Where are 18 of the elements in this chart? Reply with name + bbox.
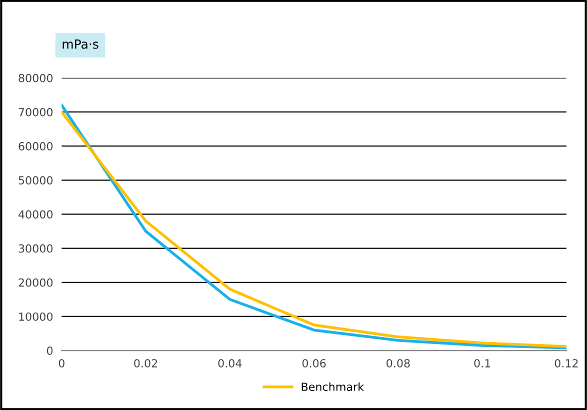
y-tick-label: 60000 <box>18 142 53 150</box>
x-tick-label: 0.06 <box>302 359 326 368</box>
y-tick-label: 70000 <box>18 108 53 116</box>
y-axis-title: mPa·s <box>62 40 98 49</box>
x-tick-label: 0.1 <box>474 359 490 368</box>
y-tick-label: 20000 <box>18 278 53 287</box>
y-tick-label: 0 <box>46 346 53 355</box>
y-tick-label: 50000 <box>18 176 53 185</box>
x-tick-label: 0.04 <box>218 359 242 368</box>
x-tick-label: 0.08 <box>386 359 410 368</box>
x-tick-label: 0.12 <box>554 359 578 368</box>
y-tick-label: 40000 <box>18 210 53 219</box>
legend-label: Benchmark <box>302 382 364 391</box>
x-tick-label: 0.02 <box>134 359 158 368</box>
y-tick-label: 30000 <box>18 244 53 253</box>
y-tick-label: 10000 <box>19 312 53 321</box>
y-tick-label: 80000 <box>18 74 53 82</box>
x-tick-label: 0 <box>58 359 64 368</box>
